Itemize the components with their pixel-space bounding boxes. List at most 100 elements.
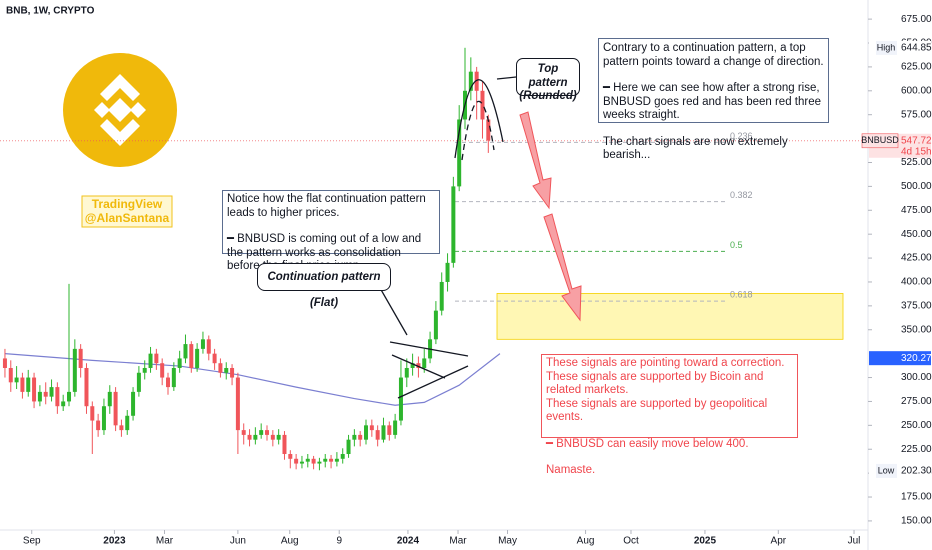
candle-body	[311, 458, 316, 464]
candle-body	[433, 310, 438, 340]
y-tick-label: 500.00	[901, 181, 932, 192]
candle-body	[84, 367, 89, 407]
candle-body	[113, 391, 118, 426]
x-tick-label: Jul	[848, 536, 861, 547]
candle-body	[369, 425, 374, 431]
candle-body	[253, 434, 258, 440]
candle-body	[381, 425, 386, 440]
candle-body	[43, 391, 48, 397]
candle-body	[224, 367, 229, 373]
note-text: These signals are supported by geopoliti…	[546, 397, 768, 424]
candle-body	[96, 420, 101, 431]
candle-body	[468, 71, 473, 91]
candle-body	[358, 434, 363, 440]
candle-body	[154, 353, 159, 364]
candle-body	[49, 387, 54, 397]
continuation-label: Continuation pattern (Flat)	[257, 263, 391, 309]
candle-body	[416, 363, 421, 368]
note-text: Notice how the flat continuation pattern…	[227, 193, 426, 219]
candle-body	[387, 425, 392, 435]
candle-body	[218, 363, 223, 373]
x-tick-label: Apr	[771, 536, 787, 547]
logo	[63, 53, 177, 167]
candle-body	[305, 458, 310, 462]
label-text: Top pattern	[528, 63, 568, 89]
candle-body	[200, 339, 205, 349]
price-name: Low	[878, 465, 895, 475]
candle-body	[445, 262, 450, 282]
x-tick-label: Jun	[230, 536, 246, 547]
candle-body	[247, 434, 252, 440]
candle-body	[166, 377, 171, 388]
x-tick-label: Sep	[23, 536, 41, 547]
note-text: These signals are pointing toward a corr…	[546, 357, 785, 369]
candle-body	[177, 358, 182, 368]
candle-body	[125, 415, 130, 431]
y-tick-label: 400.00	[901, 277, 932, 288]
brand-text: TradingView	[92, 197, 163, 211]
x-tick-label: Aug	[281, 536, 299, 547]
candle-body	[404, 367, 409, 378]
y-tick-label: 350.00	[901, 324, 932, 335]
y-tick-label: 600.00	[901, 85, 932, 96]
candle-body	[78, 348, 83, 368]
candle-body	[20, 377, 25, 392]
candle-body	[90, 406, 95, 421]
candle-body	[8, 367, 13, 383]
brand-box	[81, 195, 173, 228]
candle-body	[457, 119, 462, 187]
y-tick-label: 525.00	[901, 157, 932, 168]
candle-body	[317, 461, 322, 464]
candle-body	[67, 391, 72, 402]
brand-text: @AlanSantana	[85, 211, 170, 225]
candle-body	[352, 434, 357, 440]
y-tick-label: 175.00	[901, 492, 932, 503]
candle-body	[183, 344, 188, 359]
x-tick-label: 9	[336, 536, 342, 547]
candle-body	[270, 434, 275, 440]
candle-body	[299, 461, 304, 464]
x-tick-label: Aug	[577, 536, 595, 547]
candle-body	[323, 458, 328, 462]
candle-body	[206, 339, 211, 354]
chart-title: BNB, 1W, CRYPTO	[6, 6, 95, 17]
drawings	[379, 76, 517, 399]
candle-body	[212, 353, 217, 364]
price-name-box	[876, 40, 897, 55]
x-tick-label: Mar	[449, 536, 467, 547]
fib-label: 0.382	[730, 190, 753, 200]
x-tick-label: 2025	[694, 536, 717, 547]
price-note: 4d 15h	[901, 146, 932, 157]
fib-label: 0.618	[730, 289, 753, 299]
candle-body	[480, 90, 485, 120]
candle-body	[72, 348, 77, 392]
candle-body	[37, 391, 42, 402]
y-tick-label: 225.00	[901, 444, 932, 455]
candle-body	[32, 377, 37, 402]
y-tick-label: 625.00	[901, 62, 932, 73]
candle-body	[2, 358, 7, 368]
fib-label: 0.5	[730, 240, 743, 250]
x-tick-label: Oct	[623, 536, 639, 547]
candle-body	[26, 377, 31, 392]
candle-body	[439, 281, 444, 311]
price-value: 547.72	[901, 135, 932, 146]
candle-body	[334, 458, 339, 462]
candle-body	[486, 119, 491, 141]
candle-body	[131, 391, 136, 416]
candle-body	[160, 363, 165, 378]
price-name: BNBUSD	[861, 135, 899, 145]
x-tick-label: Mar	[156, 536, 174, 547]
candle-body	[230, 367, 235, 378]
note-text: ━ BNBUSD can easily move below 400.	[546, 437, 749, 450]
price-badge	[869, 351, 931, 366]
moving-average	[4, 353, 501, 406]
price-name-box	[876, 463, 897, 478]
note-text: ━ Here we can see how after a strong ris…	[603, 82, 821, 121]
candle-body	[14, 377, 19, 383]
candle-body	[422, 358, 427, 368]
candle-body	[61, 401, 66, 407]
x-tick-label: 2023	[103, 536, 126, 547]
y-tick-label: 425.00	[901, 253, 932, 264]
